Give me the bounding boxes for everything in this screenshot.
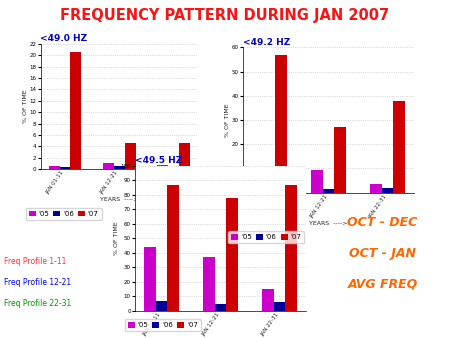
Bar bbox=[203, 257, 215, 311]
Bar bbox=[114, 166, 125, 169]
Bar bbox=[179, 143, 190, 169]
Text: OCT - JAN: OCT - JAN bbox=[349, 247, 416, 260]
Y-axis label: % OF TIME: % OF TIME bbox=[23, 90, 28, 123]
Text: Freq Profile 1-11: Freq Profile 1-11 bbox=[4, 257, 67, 266]
Text: Freq Profile 12-21: Freq Profile 12-21 bbox=[4, 278, 72, 287]
X-axis label: YEARS  ---->: YEARS ----> bbox=[100, 197, 139, 202]
Bar bbox=[49, 166, 59, 169]
Bar bbox=[167, 185, 179, 311]
Legend: '05, '06, '07: '05, '06, '07 bbox=[229, 232, 304, 243]
Text: <49.0 HZ: <49.0 HZ bbox=[40, 34, 88, 43]
Legend: '05, '06, '07: '05, '06, '07 bbox=[26, 208, 102, 220]
Text: <49.5 HZ: <49.5 HZ bbox=[135, 156, 182, 165]
Bar bbox=[125, 143, 135, 169]
Text: AVG FREQ: AVG FREQ bbox=[347, 277, 418, 290]
Bar bbox=[264, 189, 275, 193]
Bar bbox=[70, 52, 81, 169]
Y-axis label: % OF TIME: % OF TIME bbox=[114, 221, 119, 255]
Bar bbox=[59, 167, 70, 169]
Bar bbox=[275, 54, 287, 193]
Bar bbox=[157, 165, 168, 169]
Text: <49.2 HZ: <49.2 HZ bbox=[243, 38, 290, 47]
Bar bbox=[285, 185, 297, 311]
Bar bbox=[393, 101, 405, 193]
Bar bbox=[226, 198, 238, 311]
Bar bbox=[215, 304, 226, 311]
Bar bbox=[382, 188, 393, 193]
Bar bbox=[334, 127, 346, 193]
Bar bbox=[323, 189, 334, 193]
Text: OCT - DEC: OCT - DEC bbox=[347, 216, 418, 229]
Bar bbox=[311, 170, 323, 193]
Bar bbox=[370, 184, 382, 193]
Text: Freq Profile 22-31: Freq Profile 22-31 bbox=[4, 299, 72, 308]
Text: FREQUENCY PATTERN DURING JAN 2007: FREQUENCY PATTERN DURING JAN 2007 bbox=[60, 8, 390, 23]
X-axis label: YEARS  ---->: YEARS ----> bbox=[309, 220, 348, 225]
Bar bbox=[168, 167, 179, 169]
Y-axis label: % OF TIME: % OF TIME bbox=[225, 103, 230, 137]
Bar bbox=[144, 247, 156, 311]
Bar bbox=[156, 301, 167, 311]
Bar bbox=[103, 163, 114, 169]
Legend: '05, '06, '07: '05, '06, '07 bbox=[125, 319, 201, 331]
Bar bbox=[262, 289, 274, 311]
Bar bbox=[274, 302, 285, 311]
Bar bbox=[252, 176, 264, 193]
